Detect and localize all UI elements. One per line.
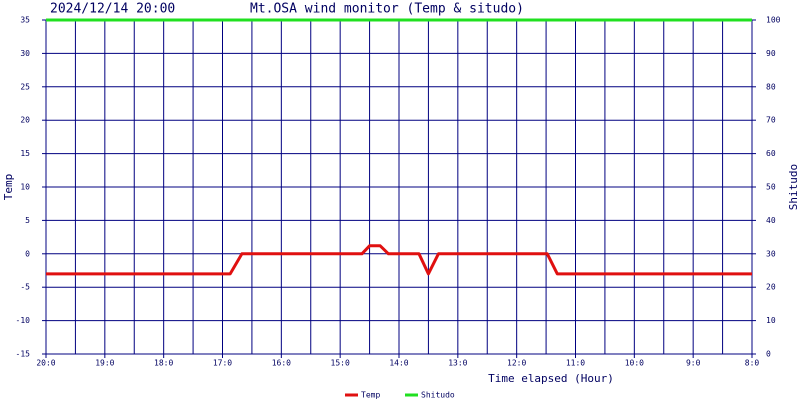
- y2-tick-label: 0: [766, 350, 771, 359]
- y2-tick-label: 70: [766, 116, 776, 125]
- y2-axis-label: Shitudo: [787, 164, 800, 210]
- y2-tick-label: 40: [766, 216, 776, 225]
- series-line: [46, 244, 752, 276]
- timestamp: 2024/12/14 20:00: [50, 2, 175, 17]
- x-tick-label: 9:0: [686, 359, 701, 368]
- x-tick-label: 16:0: [272, 359, 291, 368]
- y-tick-label: 0: [25, 249, 30, 258]
- chart-title: Mt.OSA wind monitor (Temp & situdo): [250, 2, 524, 17]
- y-tick-label: 20: [20, 116, 30, 125]
- x-tick-label: 15:0: [331, 359, 350, 368]
- x-tick-label: 17:0: [213, 359, 232, 368]
- y2-tick-label: 20: [766, 283, 776, 292]
- y-tick-label: -10: [16, 316, 31, 325]
- y2-tick-label: 80: [766, 82, 776, 91]
- x-axis-label: Time elapsed (Hour): [488, 372, 614, 385]
- y-tick-label: -5: [20, 283, 30, 292]
- y-tick-label: 35: [20, 16, 30, 25]
- legend-label: Temp: [361, 391, 380, 400]
- y-axis-label: Temp: [2, 174, 15, 201]
- x-tick-label: 12:0: [507, 359, 526, 368]
- legend-label: Shitudo: [421, 391, 455, 400]
- x-tick-label: 13:0: [448, 359, 467, 368]
- y2-tick-label: 50: [766, 183, 776, 192]
- y-tick-label: 10: [20, 183, 30, 192]
- y2-tick-label: 100: [766, 16, 781, 25]
- y-tick-label: 30: [20, 49, 30, 58]
- y-tick-label: -15: [16, 350, 31, 359]
- x-tick-label: 11:0: [566, 359, 585, 368]
- y2-tick-label: 10: [766, 316, 776, 325]
- y2-tick-label: 30: [766, 249, 776, 258]
- x-tick-label: 20:0: [36, 359, 55, 368]
- x-tick-label: 19:0: [95, 359, 114, 368]
- x-tick-label: 14:0: [389, 359, 408, 368]
- y-tick-label: 15: [20, 149, 30, 158]
- x-tick-label: 8:0: [745, 359, 760, 368]
- y-tick-label: 25: [20, 82, 30, 91]
- y2-tick-label: 60: [766, 149, 776, 158]
- x-tick-label: 18:0: [154, 359, 173, 368]
- x-tick-label: 10:0: [625, 359, 644, 368]
- y2-tick-label: 90: [766, 49, 776, 58]
- y-tick-label: 5: [25, 216, 30, 225]
